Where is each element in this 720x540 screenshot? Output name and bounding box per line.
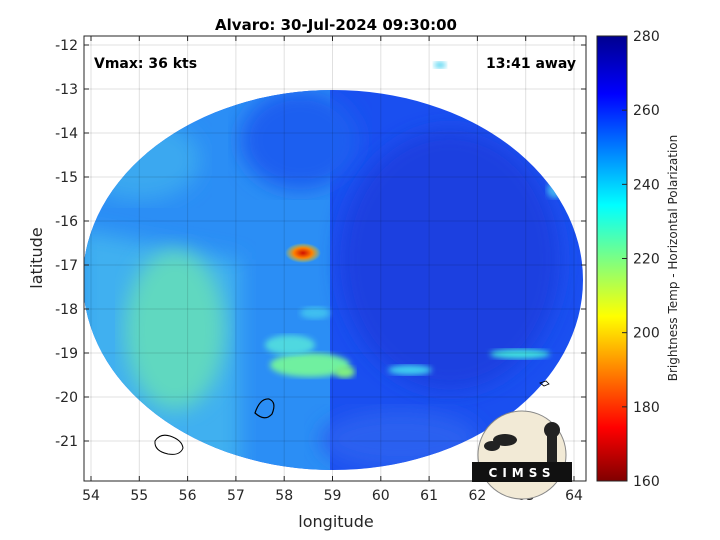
x-axis-label: longitude (298, 512, 373, 531)
axes-box (83, 35, 587, 482)
colorbar-tick-label: 240 (633, 177, 660, 193)
svg-text:CIMSS: CIMSS (489, 466, 556, 480)
y-tick-label: -16 (55, 214, 78, 230)
vmax-label: Vmax: 36 kts (94, 56, 197, 72)
x-tick-label: 57 (227, 488, 245, 504)
colorbar-tick-label: 180 (633, 400, 660, 416)
island-coastline (539, 380, 550, 387)
colorbar-tick-label: 220 (633, 252, 660, 268)
island-coastline (154, 434, 184, 455)
y-tick-label: -15 (55, 170, 78, 186)
colorbar-label: Brightness Temp - Horizontal Polarizatio… (666, 135, 680, 382)
y-tick-label: -13 (55, 82, 78, 98)
cimss-logo: CIMSS (472, 410, 572, 500)
colorbar-tick-label: 160 (633, 474, 660, 490)
x-tick-label: 58 (275, 488, 293, 504)
y-axis-label: latitude (27, 227, 46, 288)
plot-title: Alvaro: 30-Jul-2024 09:30:00 (215, 16, 457, 34)
x-tick-label: 56 (179, 488, 197, 504)
colorbar-ticks: 160 180 200 220 240 260 280 (622, 29, 660, 490)
y-tick-label: -20 (55, 390, 78, 406)
colorbar-tick-label: 200 (633, 326, 660, 342)
time-offset-label: 13:41 away (486, 56, 576, 72)
colorbar-tick-label: 280 (633, 29, 660, 45)
y-tick-label: -17 (55, 258, 78, 274)
y-tick-label: -18 (55, 302, 78, 318)
x-tick-label: 55 (130, 488, 148, 504)
y-tick-label: -14 (55, 126, 78, 142)
x-tick-label: 60 (372, 488, 390, 504)
y-tick-label: -21 (55, 434, 78, 450)
x-tick-label: 54 (82, 488, 100, 504)
brightness-temp-image (84, 36, 586, 481)
island-coastline (254, 398, 275, 419)
x-tick-label: 59 (324, 488, 342, 504)
y-tick-label: -12 (55, 38, 78, 54)
y-tick-label: -19 (55, 346, 78, 362)
x-tick-label: 61 (420, 488, 438, 504)
grid (84, 36, 586, 481)
axis-ticks: 5455565758596061626364-12-13-14-15-16-17… (55, 36, 586, 504)
x-tick-label: 64 (565, 488, 583, 504)
colorbar-tick-label: 260 (633, 103, 660, 119)
x-tick-label: 62 (468, 488, 486, 504)
